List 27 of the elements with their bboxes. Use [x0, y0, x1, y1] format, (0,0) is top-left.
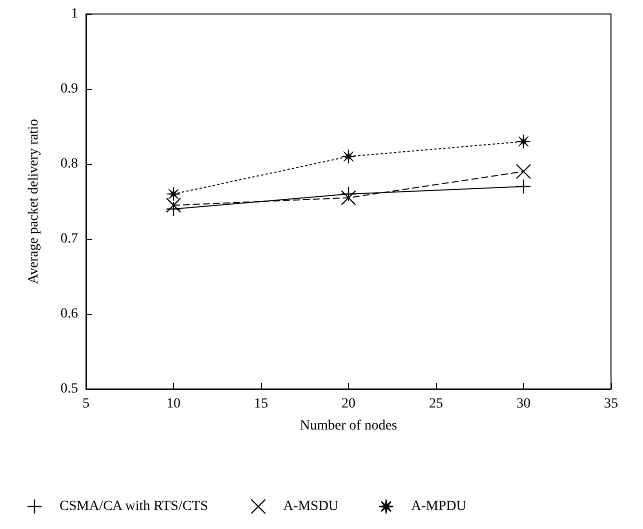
- point: [166, 201, 182, 217]
- x-tick-label: 15: [254, 396, 268, 412]
- x-tick-label: 10: [166, 396, 180, 412]
- legend-label: A-MSDU: [283, 499, 339, 514]
- y-tick-label: 0.9: [60, 82, 78, 96]
- x-tick-label: 25: [429, 396, 443, 412]
- y-tick-label: 1: [71, 6, 78, 22]
- y-tick-label: 0.8: [60, 156, 78, 172]
- x-tick-label: 5: [82, 396, 90, 412]
- x-tick-label: 35: [604, 396, 618, 412]
- point: [516, 134, 531, 149]
- point: [516, 178, 532, 194]
- point: [340, 190, 356, 206]
- point: [166, 198, 182, 213]
- x-tick-label: 30: [516, 396, 530, 412]
- point: [341, 149, 356, 164]
- x-axis-title: Number of nodes: [300, 418, 398, 434]
- y-tick-label: 0.7: [60, 232, 78, 246]
- y-tick-label: 0.5: [60, 382, 78, 396]
- y-axis-title: Average packet delivery ratio: [26, 119, 42, 284]
- x-tick-label: 20: [342, 396, 356, 412]
- point: [340, 186, 356, 202]
- legend-label: A-MPDU: [411, 499, 466, 514]
- point: [516, 164, 532, 180]
- y-tick-label: 0.6: [60, 306, 78, 322]
- point: [166, 186, 181, 202]
- legend-label: CSMA/CA with RTS/CTS: [60, 499, 208, 514]
